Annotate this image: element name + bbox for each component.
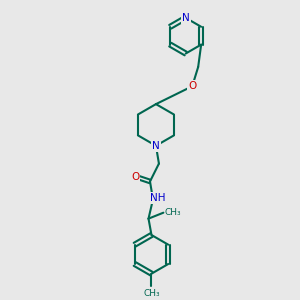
Text: CH₃: CH₃: [143, 289, 160, 298]
Text: CH₃: CH₃: [165, 208, 181, 217]
Text: O: O: [131, 172, 139, 182]
Text: NH: NH: [150, 193, 165, 203]
Text: N: N: [152, 141, 160, 151]
Text: N: N: [182, 13, 190, 23]
Text: O: O: [188, 81, 196, 91]
